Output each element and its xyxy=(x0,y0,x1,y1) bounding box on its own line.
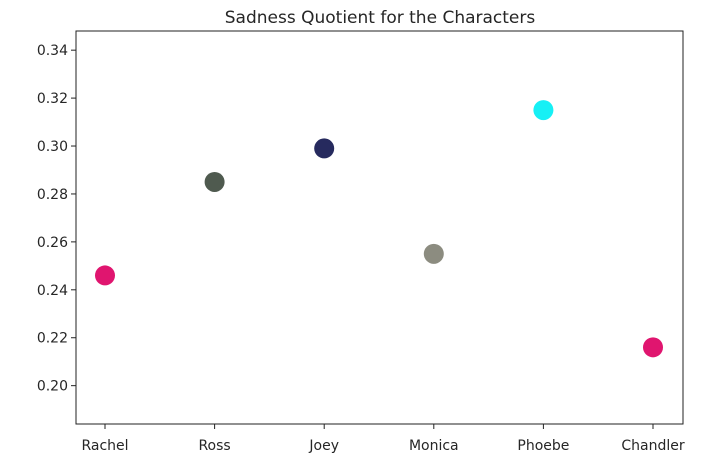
data-point-ross xyxy=(204,171,225,192)
x-tick-label: Ross xyxy=(198,438,230,454)
data-point-phoebe xyxy=(533,100,554,121)
y-tick-label: 0.20 xyxy=(37,379,68,395)
y-tick-label: 0.30 xyxy=(37,139,68,155)
x-tick-label: Phoebe xyxy=(517,438,569,454)
y-tick-label: 0.22 xyxy=(37,331,68,347)
x-tick-label: Chandler xyxy=(621,438,684,454)
x-tick-label: Monica xyxy=(409,438,459,454)
y-axis: 0.20 0.22 0.24 0.26 0.28 0.30 0.32 0.34 xyxy=(37,43,76,395)
y-tick-label: 0.24 xyxy=(37,283,68,299)
plot-area xyxy=(75,30,684,425)
data-point-rachel xyxy=(95,265,115,286)
y-tick-label: 0.28 xyxy=(37,187,68,203)
x-tick-label: Joey xyxy=(308,438,339,454)
chart-title: Sadness Quotient for the Characters xyxy=(225,8,536,28)
data-point-monica xyxy=(423,243,444,264)
x-axis: Rachel Ross Joey Monica Phoebe Chandler xyxy=(81,424,685,454)
y-tick-label: 0.34 xyxy=(37,43,68,59)
data-points xyxy=(95,100,663,358)
data-point-joey xyxy=(314,138,335,159)
y-tick-label: 0.32 xyxy=(37,91,68,107)
x-tick-label: Rachel xyxy=(81,438,128,454)
data-point-chandler xyxy=(643,337,663,358)
y-tick-label: 0.26 xyxy=(37,235,68,251)
